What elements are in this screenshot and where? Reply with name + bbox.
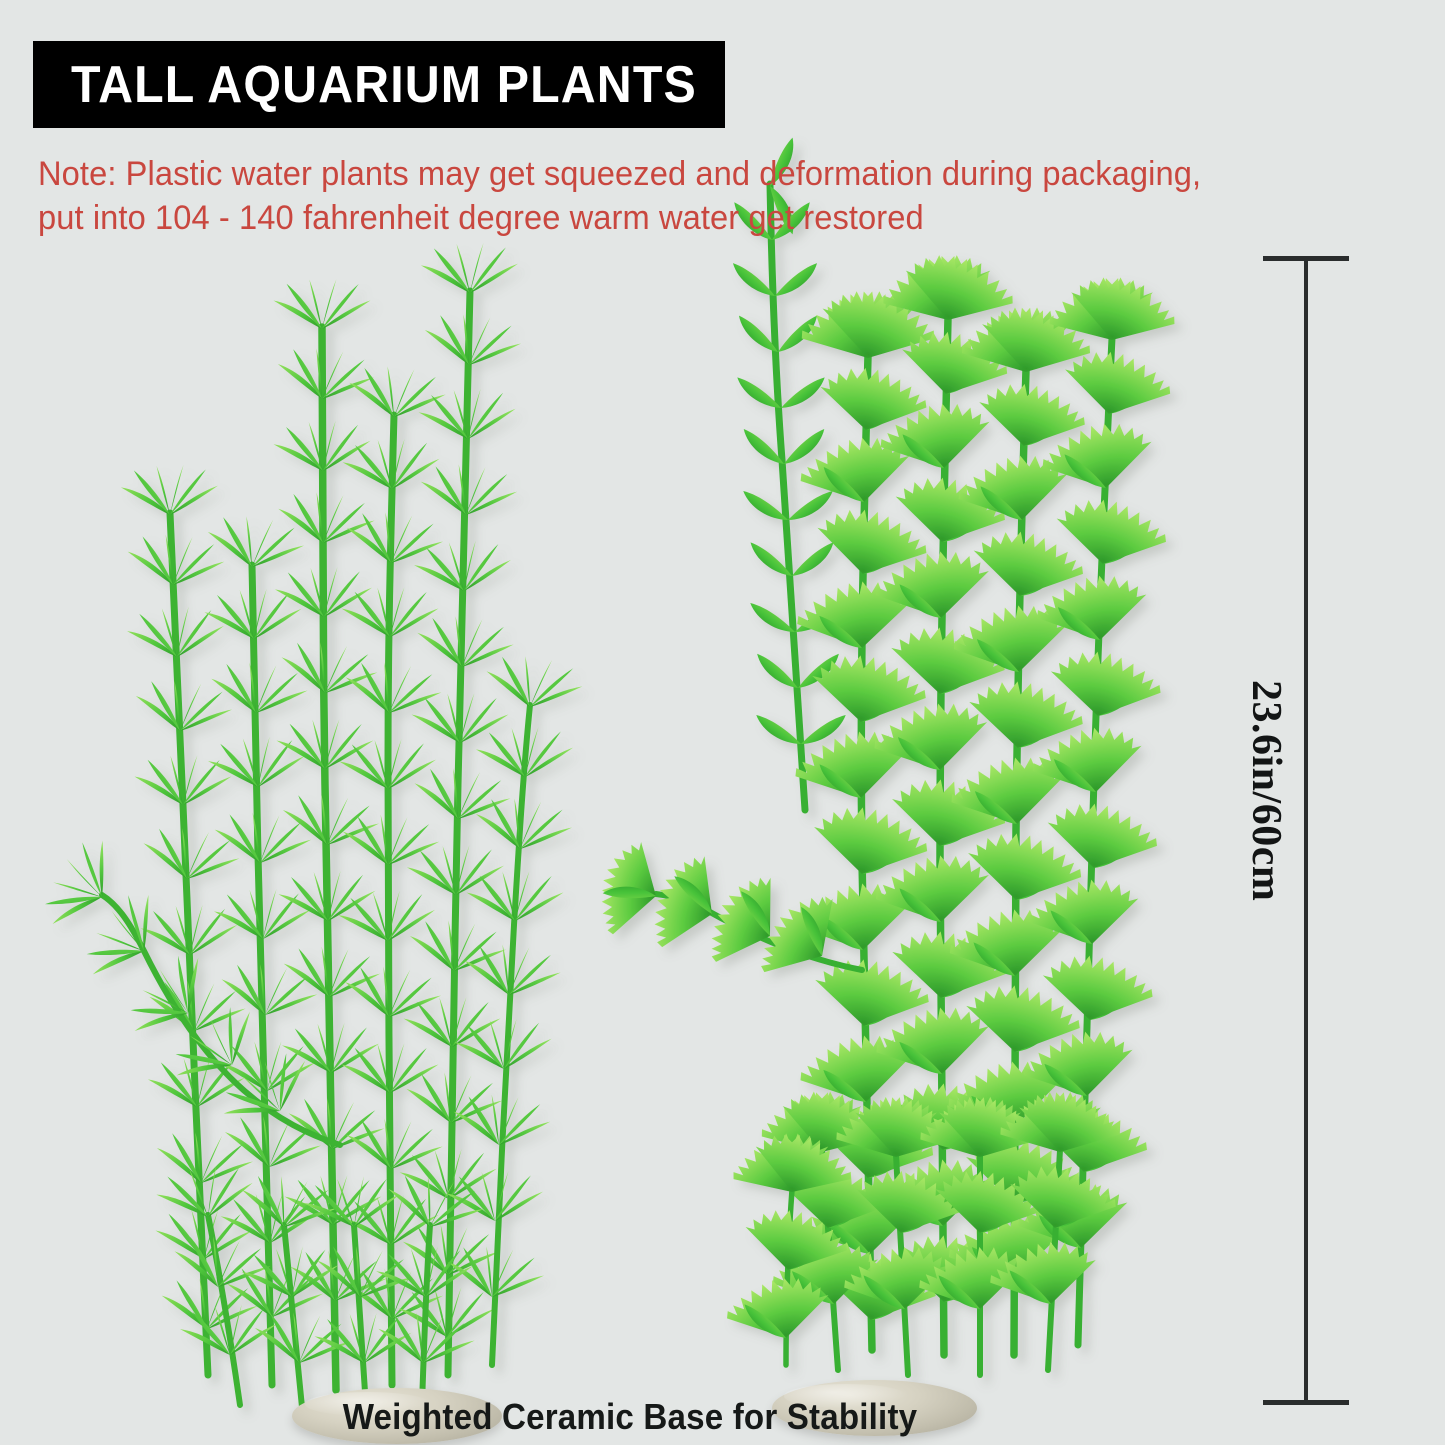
base-caption: Weighted Ceramic Base for Stability xyxy=(342,1396,918,1437)
narrow-leaf-plant xyxy=(35,239,585,1415)
weighted-ceramic-base xyxy=(772,1380,977,1436)
side-branch xyxy=(35,829,343,1148)
fan-leaf-plant xyxy=(591,137,1200,1420)
weighted-ceramic-base xyxy=(292,1388,502,1444)
note-line-1: Note: Plastic water plants may get squee… xyxy=(38,155,1202,193)
dimension-cap-bottom xyxy=(1263,1400,1349,1405)
note-text: Note: Plastic water plants may get squee… xyxy=(38,152,1202,240)
page-title: TALL AQUARIUM PLANTS xyxy=(71,55,697,114)
dimension-label: 23.6in/60cm xyxy=(1243,680,1289,902)
note-line-2: put into 104 - 140 fahrenheit degree war… xyxy=(38,199,924,237)
title-banner: TALL AQUARIUM PLANTS xyxy=(33,41,725,128)
dimension-line xyxy=(1304,258,1308,1404)
dimension-indicator: 23.6in/60cm xyxy=(1240,250,1380,1415)
side-branch xyxy=(591,835,865,994)
